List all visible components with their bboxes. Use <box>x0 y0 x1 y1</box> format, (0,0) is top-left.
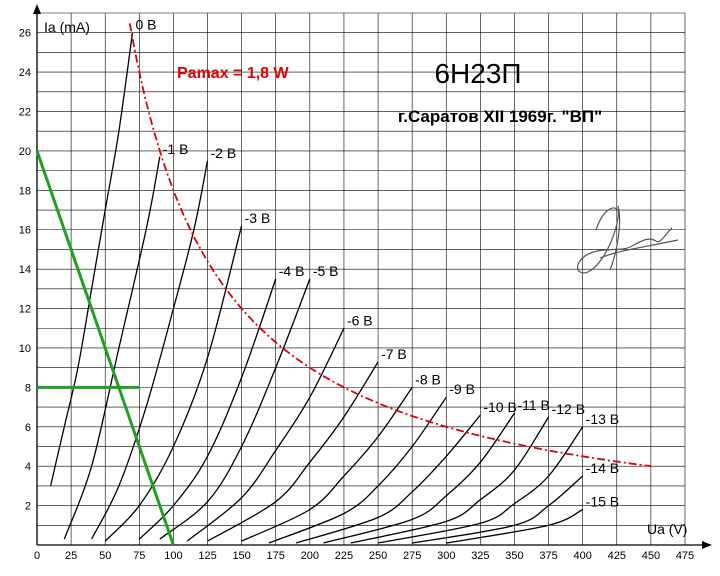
curve-line <box>350 416 550 544</box>
y-tick-label: 10 <box>19 343 31 355</box>
pmax-curve <box>128 23 652 468</box>
curve-line <box>296 414 481 544</box>
y-tick-label: 18 <box>19 185 31 197</box>
x-tick-label: 50 <box>99 550 111 562</box>
x-tick-label: 375 <box>539 550 557 562</box>
curve-label: -1 В <box>163 141 189 157</box>
curve-line <box>159 278 311 540</box>
curve-label: -5 В <box>313 263 339 279</box>
pmax-label: Pamax = 1,8 W <box>177 65 290 82</box>
y-tick-label: 24 <box>19 67 31 79</box>
y-tick-label: 26 <box>19 28 31 40</box>
curve-label: -7 В <box>381 346 407 362</box>
x-tick-label: 425 <box>608 550 626 562</box>
curve-line <box>268 396 447 544</box>
y-tick-label: 4 <box>25 461 31 473</box>
x-axis-label: Ua (V) <box>647 521 687 537</box>
x-tick-label: 125 <box>198 550 216 562</box>
y-tick-label: 8 <box>25 382 31 394</box>
curve-label: -15 В <box>586 494 619 510</box>
curve-line <box>207 361 379 542</box>
x-axis-arrow <box>702 541 712 549</box>
x-tick-label: 450 <box>642 550 660 562</box>
curve-line <box>138 278 277 540</box>
x-tick-label: 100 <box>164 550 182 562</box>
x-tick-label: 0 <box>34 550 40 562</box>
curve-line <box>91 160 209 540</box>
curve-line <box>63 156 161 540</box>
overlays <box>35 23 652 546</box>
curve-line <box>104 225 243 542</box>
curve-label: -2 В <box>211 145 237 161</box>
x-tick-label: 150 <box>232 550 250 562</box>
x-tick-label: 200 <box>301 550 319 562</box>
y-axis-label: Ia (mA) <box>44 19 90 35</box>
y-tick-label: 22 <box>19 107 31 119</box>
y-axis-arrow <box>33 4 41 14</box>
x-tick-label: 325 <box>471 550 489 562</box>
curve-label: -14 В <box>586 460 619 476</box>
signature <box>577 205 679 274</box>
curve-label: -3 В <box>245 210 271 226</box>
curve-line <box>49 32 134 487</box>
curve-label: -11 В <box>517 397 549 413</box>
x-tick-label: 75 <box>133 550 145 562</box>
curve-line <box>323 412 516 544</box>
curve-label: 0 В <box>135 17 156 33</box>
x-tick-label: 25 <box>65 550 77 562</box>
x-tick-label: 350 <box>505 550 523 562</box>
tick-labels: 0 25 50 75 100 125 150 175 200 225 250 275 300 325 350… <box>19 28 694 562</box>
curve-line <box>377 426 584 544</box>
curve-line <box>446 508 584 544</box>
curve-label: -6 В <box>347 312 373 328</box>
y-tick-label: 14 <box>19 264 31 276</box>
x-tick-label: 250 <box>369 550 387 562</box>
x-tick-label: 275 <box>403 550 421 562</box>
chart-subtitle: г.Саратов XII 1969г. "ВП" <box>398 107 602 126</box>
curve-label: -12 В <box>552 401 585 417</box>
y-tick-label: 2 <box>25 501 31 513</box>
x-tick-label: 175 <box>267 550 285 562</box>
curve-label: -10 В <box>483 399 516 415</box>
x-tick-label: 475 <box>676 550 694 562</box>
curve-label: -8 В <box>415 371 441 387</box>
y-tick-label: 6 <box>25 422 31 434</box>
curve-line <box>241 387 413 542</box>
curve-label: -4 В <box>279 263 305 279</box>
load-line <box>35 150 175 546</box>
plate-curves <box>49 32 584 544</box>
x-tick-label: 400 <box>574 550 592 562</box>
x-tick-label: 300 <box>437 550 455 562</box>
grid <box>37 12 686 545</box>
curve-label: -13 В <box>586 411 619 427</box>
curve-line <box>186 328 345 542</box>
curve-labels: 0 В-1 В -2 В-3 В-4 В -5 В-6 В-7 В-8 В-9 В-… <box>135 17 619 510</box>
x-tick-label: 225 <box>335 550 353 562</box>
y-tick-label: 12 <box>19 304 31 316</box>
axes <box>33 4 712 549</box>
curve-line <box>412 475 584 544</box>
chart-title: 6Н23П <box>434 58 521 89</box>
y-tick-label: 20 <box>19 146 31 158</box>
curve-label: -9 В <box>449 381 475 397</box>
y-tick-label: 16 <box>19 225 31 237</box>
